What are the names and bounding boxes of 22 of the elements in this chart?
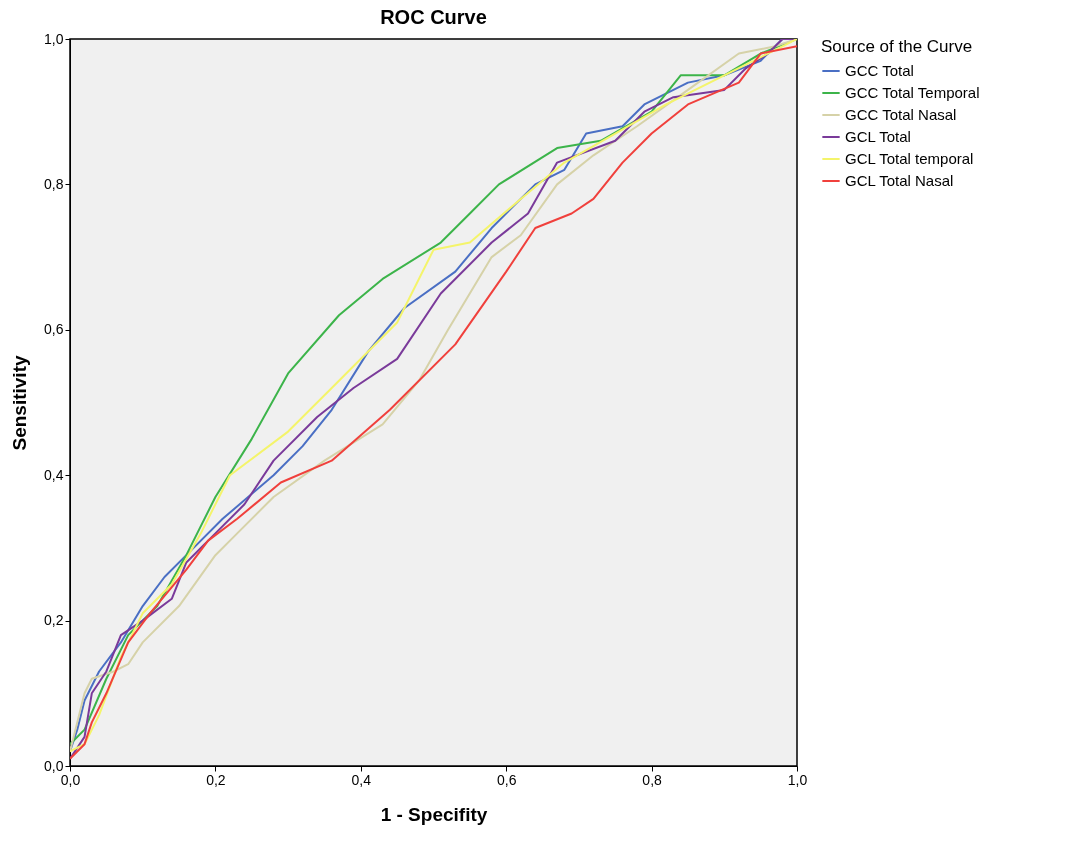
x-tick-label: 1,0: [787, 771, 808, 788]
y-tick-label: 1,0: [44, 30, 64, 47]
y-axis-title: Sensitivity: [9, 355, 31, 451]
chart-title: ROC Curve: [380, 6, 487, 28]
legend-label: GCC Total: [845, 62, 914, 79]
legend-title: Source of the Curve: [821, 37, 973, 56]
legend-label: GCL Total temporal: [845, 150, 974, 167]
y-tick-label: 0,4: [44, 466, 64, 483]
legend-label: GCC Total Temporal: [845, 84, 980, 101]
x-tick-label: 0,8: [642, 771, 663, 788]
y-tick-label: 0,2: [44, 612, 64, 629]
y-tick-label: 0,8: [44, 175, 64, 192]
y-tick-label: 0,0: [44, 757, 64, 774]
x-tick-label: 0,4: [351, 771, 372, 788]
legend-label: GCL Total Nasal: [845, 172, 954, 189]
x-tick-label: 0,6: [496, 771, 517, 788]
x-tick-label: 0,2: [206, 771, 226, 788]
legend-label: GCL Total: [845, 128, 911, 145]
y-tick-label: 0,6: [44, 321, 64, 338]
legend-label: GCC Total Nasal: [845, 106, 957, 123]
x-tick-label: 0,0: [60, 771, 81, 788]
x-axis-title: 1 - Specifity: [380, 803, 488, 825]
